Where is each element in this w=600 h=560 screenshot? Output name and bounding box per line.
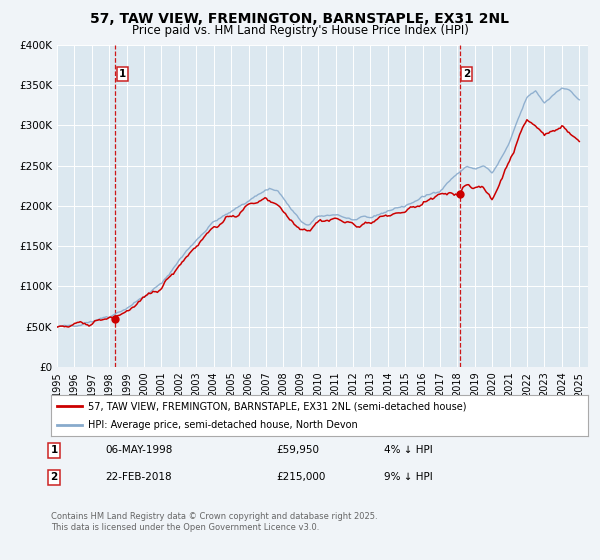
Text: 57, TAW VIEW, FREMINGTON, BARNSTAPLE, EX31 2NL: 57, TAW VIEW, FREMINGTON, BARNSTAPLE, EX…	[91, 12, 509, 26]
Text: 4% ↓ HPI: 4% ↓ HPI	[384, 445, 433, 455]
Text: 1: 1	[50, 445, 58, 455]
Text: 9% ↓ HPI: 9% ↓ HPI	[384, 472, 433, 482]
Text: £59,950: £59,950	[276, 445, 319, 455]
Text: £215,000: £215,000	[276, 472, 325, 482]
Text: 22-FEB-2018: 22-FEB-2018	[105, 472, 172, 482]
Text: 57, TAW VIEW, FREMINGTON, BARNSTAPLE, EX31 2NL (semi-detached house): 57, TAW VIEW, FREMINGTON, BARNSTAPLE, EX…	[88, 402, 466, 411]
Text: 1: 1	[119, 69, 126, 79]
Text: 2: 2	[50, 472, 58, 482]
Text: Price paid vs. HM Land Registry's House Price Index (HPI): Price paid vs. HM Land Registry's House …	[131, 24, 469, 37]
Text: Contains HM Land Registry data © Crown copyright and database right 2025.
This d: Contains HM Land Registry data © Crown c…	[51, 512, 377, 532]
Text: 2: 2	[463, 69, 470, 79]
Text: HPI: Average price, semi-detached house, North Devon: HPI: Average price, semi-detached house,…	[88, 420, 357, 430]
Text: 06-MAY-1998: 06-MAY-1998	[105, 445, 172, 455]
